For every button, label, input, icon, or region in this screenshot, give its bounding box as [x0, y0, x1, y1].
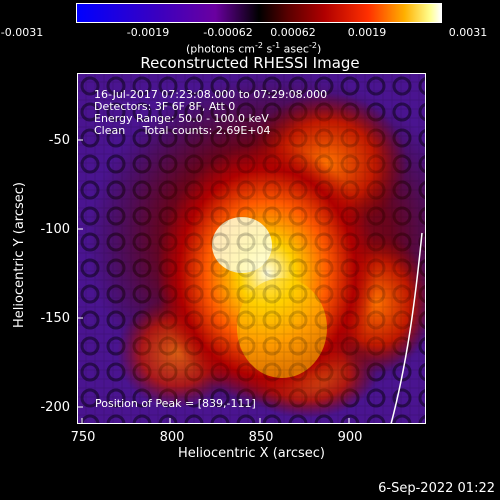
timestamp: 6-Sep-2022 01:22	[378, 481, 495, 496]
x-tick-label: 750	[70, 430, 96, 445]
colorbar-tick: -0.00062	[203, 26, 253, 39]
image-title: Reconstructed RHESSI Image	[140, 54, 360, 72]
info-energy-range: Energy Range: 50.0 - 100.0 keV	[94, 112, 269, 125]
colorbar-tick: 0.0019	[347, 26, 387, 39]
x-tick-label: 850	[248, 430, 274, 445]
peak-position-label: Position of Peak = [839,-111]	[95, 397, 256, 410]
colorbar-tick: -0.0019	[126, 26, 170, 39]
observation-info: 16-Jul-2017 07:23:08.000 to 07:29:08.000…	[94, 89, 327, 137]
y-tick-label: -100	[40, 222, 70, 237]
info-clean-counts: Clean Total counts: 2.69E+04	[94, 124, 271, 137]
colorbar	[76, 3, 442, 23]
x-tick-label: 900	[337, 430, 363, 445]
y-axis-label: Heliocentric Y (arcsec)	[12, 182, 27, 328]
colorbar-tick: 0.0031	[448, 26, 488, 39]
colorbar-unit-label: (photons cm-2 s-1 asec-2)	[186, 41, 322, 56]
x-axis-label: Heliocentric X (arcsec)	[178, 446, 325, 461]
rhessi-image	[77, 73, 426, 424]
info-detectors: Detectors: 3F 6F 8F, Att 0	[94, 100, 236, 113]
y-ticks: -50 -100 -150 -200	[0, 0, 70, 500]
y-tick-label: -150	[40, 311, 70, 326]
x-tick-label: 800	[159, 430, 185, 445]
y-tick-label: -50	[48, 133, 70, 148]
y-tick-label: -200	[40, 400, 70, 415]
colorbar-tick: 0.00062	[270, 26, 316, 39]
info-time-range: 16-Jul-2017 07:23:08.000 to 07:29:08.000	[94, 88, 328, 101]
solar-limb-line	[390, 232, 423, 424]
colorbar-tick: -0.0031	[0, 26, 44, 39]
